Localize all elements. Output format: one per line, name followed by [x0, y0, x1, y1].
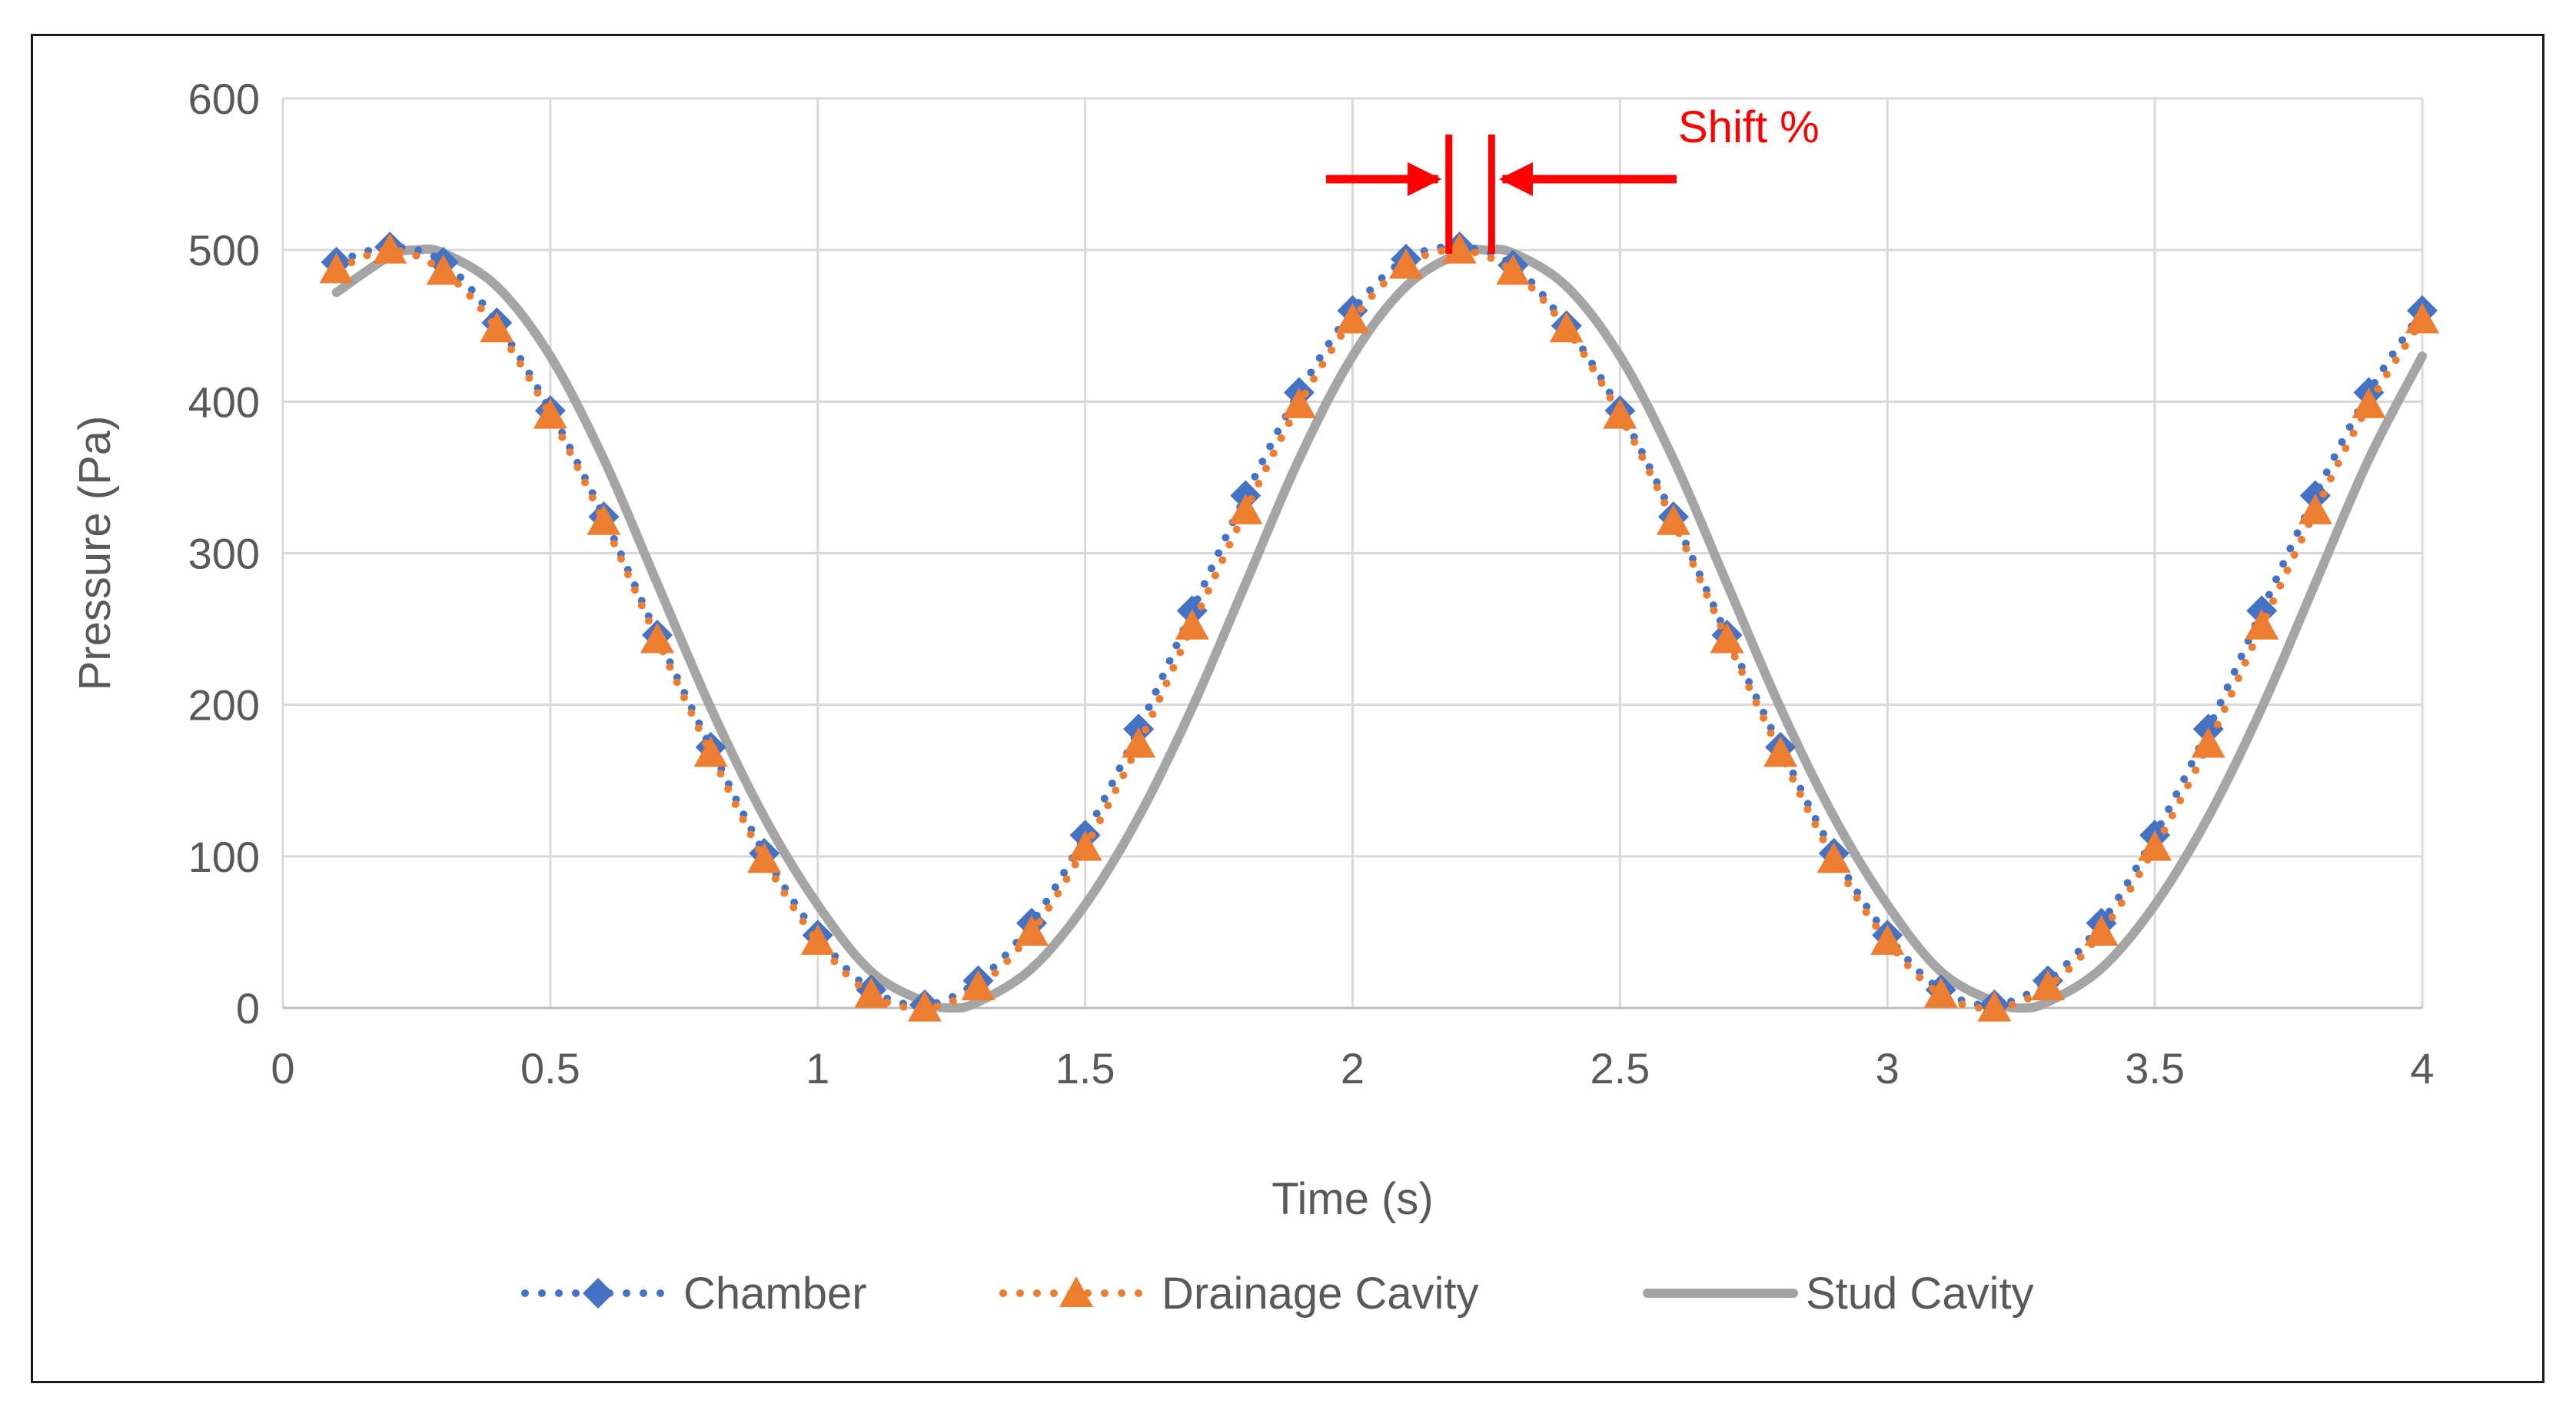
- drainage-cavity-point: [747, 842, 782, 873]
- x-tick-label: 3: [1876, 1044, 1900, 1093]
- drainage-cavity-point: [1068, 830, 1102, 861]
- legend-item-chamber: Chamber: [521, 1269, 867, 1319]
- drainage-cavity-point: [2138, 830, 2172, 861]
- y-tick-label: 400: [188, 378, 260, 426]
- legend-layer: Chamber Drainage Cavity Stud Cavity: [521, 1269, 2034, 1319]
- shift-label: Shift %: [1678, 102, 1820, 152]
- drainage-cavity-point: [1175, 609, 1209, 640]
- drainage-cavity-point: [693, 736, 728, 767]
- x-tick-label: 3.5: [2125, 1044, 2185, 1093]
- drainage-cavity-point: [800, 924, 835, 955]
- drainage-cavity-point: [426, 254, 460, 285]
- chart-frame: 0 100 200 300 400 500 600 0 0.5 1 1.5 2 2.5 3 3.5 4 Time…: [31, 34, 2544, 1383]
- y-axis-title: Pressure (Pa): [70, 416, 120, 691]
- y-tick-label: 500: [188, 226, 260, 274]
- drainage-cavity-point: [2191, 727, 2225, 758]
- drainage-cavity-point: [1923, 977, 1958, 1008]
- drainage-cavity-point: [1816, 842, 1851, 873]
- drainage-cavity-point: [961, 970, 995, 1000]
- x-tick-label: 4: [2410, 1044, 2434, 1093]
- x-tick-label: 2.5: [1590, 1044, 1650, 1093]
- drainage-cavity-point: [1389, 248, 1424, 279]
- drainage-cavity-point: [854, 977, 889, 1008]
- drainage-cavity-point: [1710, 622, 1744, 654]
- drainage-cavity-point: [1015, 915, 1049, 946]
- legend-label: Stud Cavity: [1806, 1269, 2034, 1319]
- annotation-layer: Shift %: [1326, 102, 1820, 254]
- drainage-cavity-point: [1442, 233, 1477, 264]
- drainage-cavity-point: [2405, 302, 2439, 334]
- drainage-cavity-point: [2245, 609, 2279, 640]
- legend-item-drainage-cavity: Drainage Cavity: [999, 1269, 1479, 1319]
- x-tick-label: 0.5: [520, 1044, 580, 1093]
- x-tick-label: 1: [806, 1044, 829, 1093]
- drainage-cavity-point: [2030, 970, 2065, 1000]
- legend-item-stud-cavity: Stud Cavity: [1643, 1269, 2034, 1319]
- chart-svg: 0 100 200 300 400 500 600 0 0.5 1 1.5 2 2.5 3 3.5 4 Time…: [70, 75, 2439, 1319]
- x-tick-label: 0: [271, 1044, 294, 1093]
- drainage-cavity-point: [1335, 302, 1370, 334]
- x-tick-label: 1.5: [1055, 1044, 1115, 1093]
- x-tick-label: 2: [1341, 1044, 1364, 1093]
- drainage-cavity-point: [373, 233, 407, 264]
- legend-label: Drainage Cavity: [1162, 1269, 1479, 1319]
- legend-swatch-marker: [1059, 1276, 1093, 1307]
- drainage-cavity-point: [1228, 494, 1263, 524]
- drainage-cavity-point: [1281, 388, 1316, 418]
- drainage-cavity-point: [1977, 991, 2012, 1022]
- axis-layer: 0 100 200 300 400 500 600 0 0.5 1 1.5 2 2.5 3 3.5 4 Time…: [70, 75, 2435, 1224]
- drainage-cavity-point: [1549, 311, 1584, 343]
- drainage-cavity-point: [1603, 398, 1637, 429]
- drainage-cavity-point: [1656, 504, 1690, 535]
- drainage-cavity-point: [640, 622, 675, 654]
- y-tick-label: 300: [188, 530, 260, 578]
- drainage-cavity-point: [1496, 254, 1531, 285]
- drainage-cavity-point: [480, 311, 514, 343]
- series-layer: [319, 231, 2439, 1022]
- y-tick-label: 600: [188, 75, 260, 123]
- y-tick-label: 100: [188, 833, 260, 881]
- stud-cavity-line: [331, 244, 2427, 1013]
- drainage-cavity-point: [2298, 494, 2332, 524]
- y-tick-label: 200: [188, 681, 260, 730]
- drainage-cavity-point: [2352, 388, 2386, 418]
- drainage-cavity-point: [1122, 727, 1156, 758]
- drainage-cavity-point: [319, 252, 354, 284]
- y-tick-label: 0: [236, 984, 260, 1033]
- legend-swatch-marker: [583, 1278, 613, 1309]
- grid-layer: [281, 97, 2424, 1010]
- chamber-line: [332, 242, 2426, 1010]
- drainage-cavity-point: [587, 504, 621, 535]
- x-axis-title: Time (s): [1271, 1174, 1433, 1224]
- drainage-cavity-point: [533, 398, 567, 429]
- drainage-cavity-point: [2084, 915, 2119, 946]
- legend-label: Chamber: [683, 1269, 867, 1319]
- drainage-cavity-point: [1870, 924, 1905, 955]
- drainage-cavity-point: [1763, 736, 1798, 767]
- drainage-cavity-point: [907, 991, 942, 1022]
